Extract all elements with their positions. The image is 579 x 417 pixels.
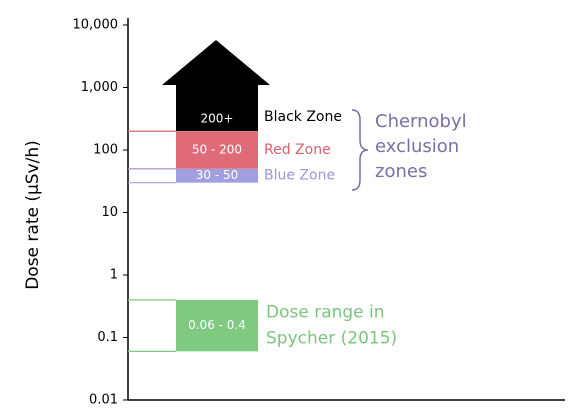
- range-name: Blue Zone: [264, 168, 335, 184]
- range-name: Red Zone: [264, 142, 331, 158]
- range-bar: [176, 131, 258, 169]
- group-label: exclusion: [375, 136, 459, 157]
- y-tick-label: 10,000: [73, 18, 119, 33]
- y-tick-label: 10: [101, 205, 118, 220]
- value-label: 200+: [201, 112, 234, 126]
- range-name: Spycher (2015): [266, 329, 397, 349]
- group-label: Chernobyl: [375, 111, 467, 132]
- value-label: 50 - 200: [192, 143, 242, 157]
- y-tick-label: 1,000: [81, 80, 118, 95]
- y-tick-label: 1: [110, 268, 118, 283]
- range-bar: [176, 299, 258, 352]
- value-label: 30 - 50: [196, 168, 239, 182]
- brace: [351, 109, 369, 191]
- y-tick-label: 0.1: [97, 330, 118, 345]
- y-axis-label: Dose rate (µSv/h): [23, 140, 43, 290]
- y-tick-label: 0.01: [89, 393, 118, 408]
- range-arrow: [162, 40, 270, 132]
- range-name: Dose range in: [266, 303, 385, 323]
- y-tick-label: 100: [93, 143, 118, 158]
- group-label: zones: [375, 161, 427, 182]
- value-label: 0.06 - 0.4: [188, 318, 246, 332]
- range-name: Black Zone: [264, 109, 342, 125]
- range-bar: [176, 168, 258, 183]
